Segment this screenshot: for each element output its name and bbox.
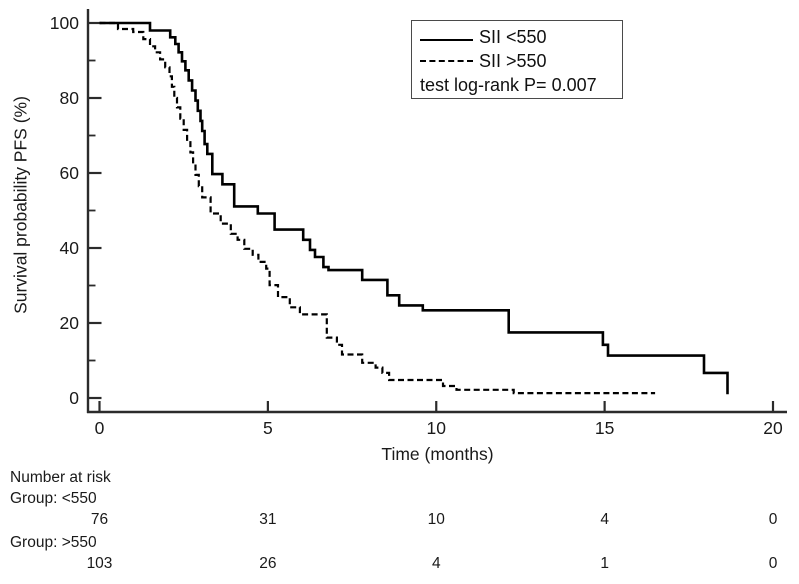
solid-line-sample-icon — [420, 39, 473, 41]
legend-entry-sii-lt-550: SII <550 — [420, 25, 622, 49]
x-axis-title: Time (months) — [381, 444, 494, 464]
risk-count: 76 — [90, 511, 109, 528]
risk-count: 26 — [259, 555, 277, 572]
legend-label: SII <550 — [479, 27, 547, 47]
risk-count: 31 — [259, 511, 277, 528]
risk-count: 0 — [768, 511, 778, 528]
y-tick-label: 0 — [69, 388, 79, 408]
x-tick-label: 0 — [95, 418, 105, 438]
survival-curve-solid — [99, 21, 729, 395]
legend-label: SII >550 — [479, 51, 547, 71]
x-tick-label: 20 — [763, 418, 783, 438]
legend-box: SII <550 SII >550 test log-rank P= 0.007 — [411, 20, 623, 99]
risk-group-label-gt-550: Group: >550 — [10, 534, 97, 551]
y-tick-label: 80 — [60, 88, 80, 108]
log-rank-annotation: test log-rank P= 0.007 — [420, 75, 597, 95]
risk-group-label-lt-550: Group: <550 — [10, 490, 97, 507]
dashed-line-sample-icon — [420, 60, 473, 62]
legend-entry-sii-gt-550: SII >550 — [420, 49, 622, 73]
y-axis-title: Survival probability PFS (%) — [10, 96, 31, 314]
risk-count: 0 — [768, 555, 778, 572]
y-tick-label: 60 — [60, 163, 80, 183]
risk-count: 10 — [427, 511, 445, 528]
y-tick-label: 100 — [50, 13, 79, 33]
x-tick-label: 15 — [595, 418, 614, 438]
y-tick-label: 20 — [60, 313, 80, 333]
risk-count: 4 — [431, 555, 441, 572]
risk-count: 4 — [600, 511, 609, 528]
y-tick-label: 40 — [60, 238, 80, 258]
risk-table-heading: Number at risk — [10, 469, 111, 486]
x-tick-label: 5 — [263, 418, 273, 438]
x-tick-label: 10 — [427, 418, 447, 438]
survival-curve-dashed — [99, 21, 656, 395]
risk-count: 103 — [86, 555, 113, 572]
risk-count: 1 — [600, 555, 609, 572]
